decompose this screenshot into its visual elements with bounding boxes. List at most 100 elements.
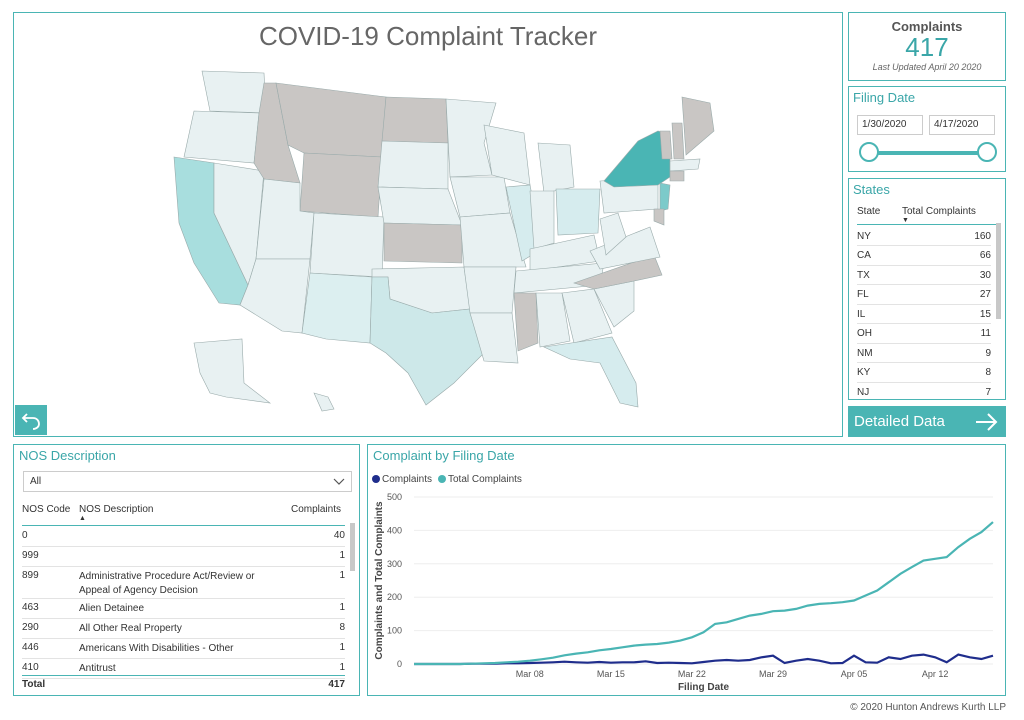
- state-code: NJ: [857, 386, 870, 398]
- state-row[interactable]: TX 30: [857, 266, 991, 285]
- total-column-header[interactable]: Total Complaints: [902, 206, 976, 217]
- state-wi: [483, 124, 531, 186]
- state-code: IL: [857, 308, 866, 320]
- end-date-input[interactable]: 4/17/2020: [929, 115, 995, 135]
- state-wa: [201, 70, 267, 114]
- start-slider-handle[interactable]: [859, 142, 879, 162]
- nos-total-row: Total 417: [22, 675, 345, 690]
- state-hi: [313, 392, 335, 412]
- state-ny: [603, 130, 671, 188]
- nos-code-header[interactable]: NOS Code: [22, 504, 71, 515]
- state-fl: [542, 336, 639, 408]
- nos-filter-dropdown[interactable]: All: [23, 471, 352, 492]
- state-code: NM: [857, 347, 873, 359]
- nos-description: Alien Detainee: [79, 603, 145, 614]
- x-tick-label: Mar 29: [759, 669, 787, 679]
- nos-title: NOS Description: [19, 448, 116, 463]
- state-nj: [659, 182, 671, 212]
- state-total: 15: [979, 308, 991, 320]
- state-mi: [537, 142, 575, 194]
- nos-code: 410: [22, 662, 39, 673]
- states-table: States State Total Complaints ▼ NY 160 CA 6…: [848, 178, 1006, 400]
- state-az: [239, 258, 311, 334]
- states-scrollbar[interactable]: [996, 223, 1001, 319]
- complaints-kpi-card: Complaints 417 Last Updated April 20 202…: [848, 12, 1006, 81]
- state-vt: [659, 130, 673, 160]
- nos-row[interactable]: 999 1: [22, 547, 345, 567]
- sort-desc-icon: ▼: [902, 217, 909, 224]
- state-md: [653, 208, 665, 226]
- state-ct: [669, 170, 685, 182]
- nos-complaints-header[interactable]: Complaints: [290, 504, 341, 515]
- nos-row[interactable]: 290 All Other Real Property 8: [22, 619, 345, 639]
- us-map[interactable]: [14, 13, 844, 438]
- states-title: States: [853, 182, 890, 197]
- nos-row[interactable]: 0 40: [22, 527, 345, 547]
- x-tick-label: Mar 22: [678, 669, 706, 679]
- legend-marker: [438, 475, 446, 483]
- filing-date-filter: Filing Date 1/30/2020 4/17/2020: [848, 86, 1006, 172]
- filing-date-title: Filing Date: [853, 90, 916, 105]
- state-row[interactable]: OH 11: [857, 325, 991, 344]
- state-ia: [449, 176, 511, 218]
- chevron-down-icon: [333, 478, 345, 485]
- nos-count: 1: [339, 602, 345, 613]
- state-row[interactable]: NM 9: [857, 344, 991, 363]
- state-code: TX: [857, 269, 870, 281]
- state-row[interactable]: FL 27: [857, 286, 991, 305]
- nos-row[interactable]: 463 Alien Detainee 1: [22, 599, 345, 619]
- nos-desc-header[interactable]: NOS Description: [79, 504, 154, 515]
- nos-code: 999: [22, 550, 39, 561]
- back-button[interactable]: [15, 405, 47, 435]
- state-row[interactable]: NY 160: [857, 227, 991, 246]
- state-code: KY: [857, 367, 871, 378]
- end-slider-handle[interactable]: [977, 142, 997, 162]
- state-nd: [381, 96, 449, 144]
- state-oh: [555, 188, 601, 236]
- nos-row[interactable]: 899 Administrative Procedure Act/Review o…: [22, 567, 345, 599]
- state-mo: [459, 212, 527, 268]
- state-row[interactable]: IL 15: [857, 305, 991, 324]
- nos-code: 899: [22, 570, 39, 581]
- date-range-slider[interactable]: [869, 151, 985, 155]
- state-ne: [377, 186, 463, 226]
- start-date-input[interactable]: 1/30/2020: [857, 115, 923, 135]
- state-al: [535, 292, 571, 348]
- kpi-value: 417: [905, 32, 949, 62]
- nos-description-table: NOS Description All NOS Code NOS Descrip…: [13, 444, 360, 696]
- state-ak: [193, 338, 272, 404]
- x-tick-label: Mar 15: [597, 669, 625, 679]
- state-total: 27: [979, 289, 991, 300]
- state-total: 7: [985, 386, 991, 398]
- nos-row[interactable]: 410 Antitrust 1: [22, 659, 345, 679]
- chart-panel: Complaint by Filing Date 0 100 200 300 400 50…: [367, 444, 1006, 696]
- nos-row[interactable]: 446 Americans With Disabilities - Other 1: [22, 639, 345, 659]
- state-total: 8: [985, 367, 991, 378]
- nos-count: 1: [339, 570, 345, 581]
- x-axis-label: Filing Date: [678, 682, 730, 693]
- nos-description: Antitrust: [79, 663, 116, 674]
- chart-title: Complaint by Filing Date: [373, 448, 515, 463]
- nos-count: 40: [333, 530, 345, 541]
- y-tick-label: 100: [387, 626, 402, 636]
- state-row[interactable]: NJ 7: [857, 383, 991, 399]
- nos-description: Americans With Disabilities - Other: [79, 643, 234, 654]
- arrow-right-icon: [976, 412, 998, 431]
- nos-description: All Other Real Property: [79, 623, 182, 634]
- state-column-header[interactable]: State: [857, 206, 881, 217]
- state-wv: [599, 212, 627, 256]
- state-total: 160: [974, 230, 991, 242]
- nos-count: 8: [339, 622, 345, 633]
- nos-header-divider: [22, 525, 345, 526]
- sort-asc-icon: ▲: [79, 515, 86, 522]
- state-wy: [299, 152, 383, 218]
- line-chart[interactable]: 0 100 200 300 400 500 Mar 08 Mar 15 Mar 22 Mar 29…: [368, 445, 1005, 695]
- state-co: [309, 212, 385, 278]
- nos-scrollbar[interactable]: [350, 523, 355, 571]
- state-row[interactable]: KY 8: [857, 364, 991, 383]
- state-row[interactable]: CA 66: [857, 247, 991, 266]
- detailed-data-button[interactable]: Detailed Data: [848, 406, 1006, 437]
- state-total: 66: [979, 250, 991, 261]
- state-ks: [383, 222, 463, 264]
- state-code: OH: [857, 328, 872, 339]
